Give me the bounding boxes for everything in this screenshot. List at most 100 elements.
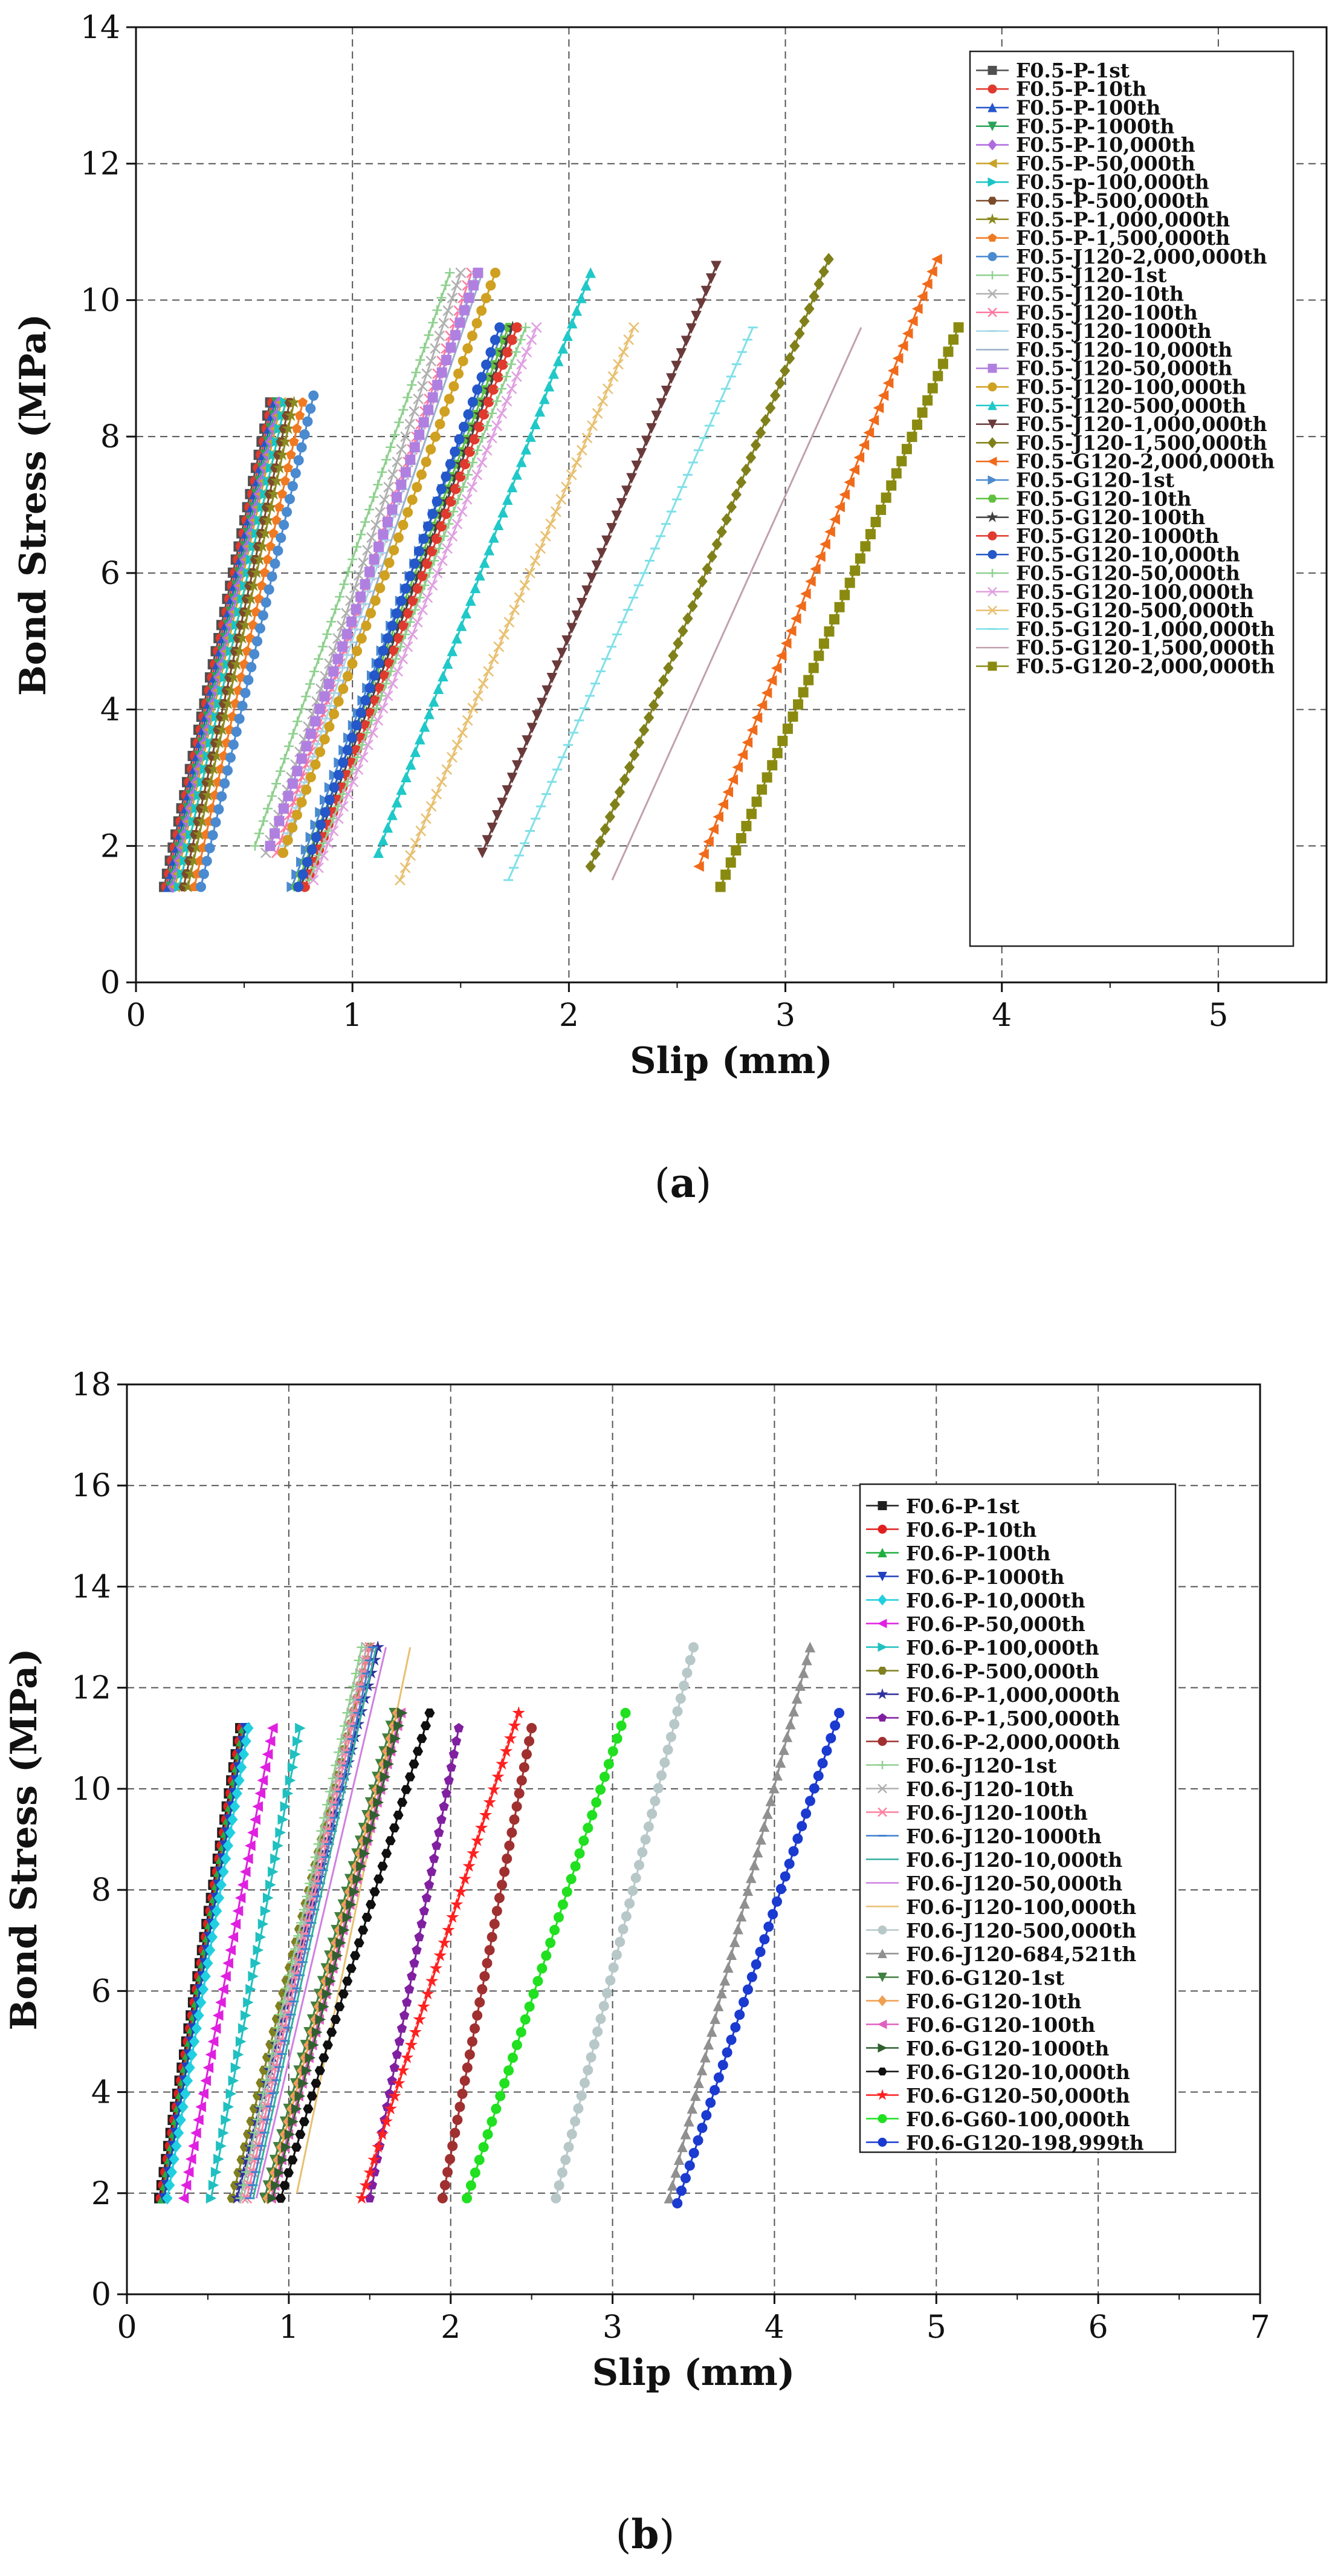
legend-entry: F0.6-P-100,000th	[866, 1636, 1099, 1659]
data-point	[775, 650, 787, 661]
data-point	[281, 2141, 292, 2153]
data-point	[462, 1859, 476, 1872]
data-point	[216, 791, 227, 802]
data-point	[433, 683, 444, 694]
data-point	[238, 1748, 250, 1761]
data-point	[511, 760, 523, 771]
data-point	[352, 542, 362, 552]
legend-label: F0.5-J120-100th	[1016, 300, 1198, 324]
data-point	[462, 343, 473, 354]
data-point	[419, 342, 430, 352]
data-point	[387, 504, 398, 515]
data-point	[448, 1749, 459, 1759]
data-point	[517, 747, 528, 759]
data-point	[262, 554, 273, 564]
data-point	[496, 384, 506, 394]
data-point	[305, 771, 316, 782]
series-F0.6-P-100,000th	[205, 1722, 306, 2204]
data-point	[342, 1708, 352, 1718]
data-point	[415, 592, 425, 603]
data-point	[731, 488, 742, 501]
data-point	[351, 720, 362, 731]
data-point	[343, 777, 353, 787]
data-point	[435, 419, 445, 430]
data-point	[421, 368, 433, 380]
data-point	[322, 1988, 333, 1999]
legend-label: F0.6-G120-198,999th	[906, 2131, 1144, 2155]
data-point	[357, 740, 367, 750]
data-point	[502, 494, 513, 505]
data-point	[576, 292, 587, 303]
legend-entry: F0.5-J120-2,000,000th	[976, 245, 1267, 268]
legend-marker	[988, 569, 997, 577]
legend-label: F0.5-P-50,000th	[1016, 152, 1195, 175]
data-point	[477, 433, 488, 443]
data-point	[693, 2135, 703, 2146]
data-point	[824, 526, 835, 537]
data-point	[348, 554, 358, 565]
data-point	[509, 1814, 520, 1825]
data-point	[590, 848, 601, 861]
data-point	[526, 1723, 537, 1734]
data-point	[897, 340, 908, 352]
data-point	[316, 1826, 326, 1836]
data-point	[409, 1759, 419, 1769]
data-point	[663, 661, 674, 675]
legend-label: F0.5-G120-50,000th	[1016, 562, 1240, 585]
data-point	[595, 835, 606, 848]
data-point	[410, 605, 420, 615]
legend-marker	[878, 2067, 887, 2076]
data-point	[497, 507, 509, 518]
data-point	[370, 595, 381, 606]
data-point	[427, 508, 438, 519]
data-point	[675, 1693, 686, 1704]
legend-marker	[876, 1688, 888, 1699]
data-point	[388, 2089, 401, 2102]
data-point	[507, 2052, 518, 2063]
data-point	[501, 371, 511, 381]
data-point	[685, 1655, 696, 1666]
data-point	[580, 280, 592, 291]
data-point	[621, 485, 632, 496]
data-point	[169, 2152, 179, 2166]
data-point	[813, 277, 824, 291]
data-point	[441, 764, 453, 775]
data-point	[868, 415, 879, 426]
data-point	[387, 809, 398, 820]
data-point	[416, 469, 427, 480]
data-point	[566, 623, 578, 634]
data-point	[354, 1938, 364, 1948]
data-point	[702, 562, 713, 576]
data-point	[519, 1762, 529, 1773]
data-point	[526, 722, 538, 734]
data-point	[658, 674, 669, 687]
data-point	[265, 541, 276, 551]
data-point	[381, 455, 392, 465]
data-point	[396, 2063, 410, 2077]
data-point	[933, 371, 943, 381]
data-point	[457, 727, 468, 738]
data-point	[318, 838, 329, 848]
data-point	[325, 1786, 335, 1797]
data-point	[470, 582, 481, 594]
data-point	[506, 773, 518, 784]
data-point	[687, 600, 698, 613]
data-point	[427, 580, 438, 591]
legend-marker	[878, 1594, 887, 1606]
data-point	[703, 836, 714, 847]
data-point	[361, 620, 372, 631]
data-point	[362, 545, 373, 556]
data-point	[489, 1919, 500, 1930]
data-point	[301, 2065, 312, 2076]
legend-marker	[878, 1642, 888, 1652]
data-point	[447, 2141, 458, 2152]
data-point	[902, 328, 913, 339]
data-point	[462, 2062, 473, 2073]
legend-entry: F0.5-P-10th	[976, 77, 1146, 101]
legend-label: F0.5-J120-2,000,000th	[1016, 245, 1267, 268]
data-point	[241, 2010, 251, 2021]
legend-label: F0.6-G120-50,000th	[906, 2084, 1130, 2107]
data-point	[405, 454, 416, 465]
legend-label: F0.6-J120-10th	[906, 1777, 1074, 1801]
data-point	[273, 545, 283, 556]
